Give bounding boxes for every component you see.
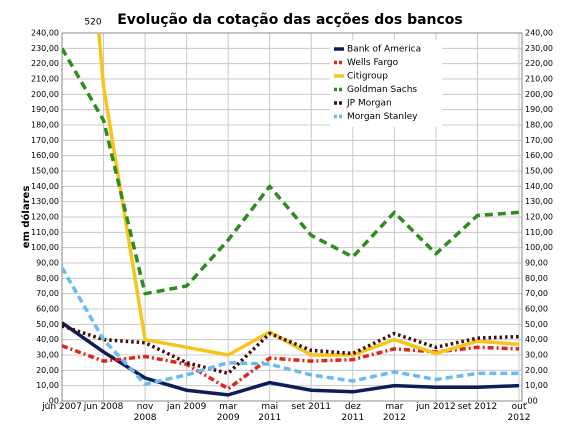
- x-tick-label: out 2012: [507, 402, 531, 423]
- y2-tick-label: 210,00: [525, 75, 553, 84]
- y-tick-label: 210,00: [31, 75, 59, 84]
- y-tick-label: 150,00: [31, 167, 59, 176]
- legend-box: [330, 40, 442, 127]
- y2-tick-label: 50,00: [525, 320, 548, 329]
- y2-tick-label: 80,00: [525, 274, 548, 283]
- x-tick-label: set 2012: [457, 402, 498, 412]
- y-tick-label: 230,00: [31, 44, 59, 53]
- y-tick-label: ,00: [46, 397, 59, 406]
- y2-tick-label: 190,00: [525, 105, 553, 114]
- x-tick-label: mar 2012: [382, 402, 406, 423]
- y-tick-label: 180,00: [31, 121, 59, 130]
- y-tick-label: 80,00: [36, 274, 59, 283]
- y2-tick-label: 10,00: [525, 381, 548, 390]
- legend-label: Wells Fargo: [347, 58, 399, 68]
- y-axis-label: em dólares: [20, 186, 32, 249]
- y2-tick-label: 160,00: [525, 151, 553, 160]
- data-label: 520: [84, 18, 101, 28]
- legend-label: JP Morgan: [346, 99, 392, 109]
- plot-lines: [62, 33, 520, 397]
- x-tick-label: set 2011: [291, 402, 332, 412]
- y2-tick-label: 220,00: [525, 59, 553, 68]
- y2-tick-label: 200,00: [525, 90, 553, 99]
- y-tick-label: 10,00: [36, 381, 59, 390]
- y2-tick-label: 230,00: [525, 44, 553, 53]
- y-tick-label: 100,00: [31, 243, 59, 252]
- y2-tick-label: 240,00: [525, 29, 553, 38]
- y-tick-label: 30,00: [36, 351, 59, 360]
- y-tick-label: 130,00: [31, 197, 59, 206]
- legend-label: Morgan Stanley: [347, 112, 418, 122]
- y2-tick-label: 140,00: [525, 182, 553, 191]
- y-tick-label: 240,00: [31, 29, 59, 38]
- y-tick-label: 170,00: [31, 136, 59, 145]
- y2-tick-label: 20,00: [525, 366, 548, 375]
- y2-tick-label: 90,00: [525, 259, 548, 268]
- x-tick-label: jun 2008: [83, 402, 124, 412]
- y-tick-label: 70,00: [36, 289, 59, 298]
- series-line: [97, 33, 520, 357]
- y-tick-label: 90,00: [36, 259, 59, 268]
- y2-tick-label: 150,00: [525, 167, 553, 176]
- y2-tick-label: 100,00: [525, 243, 553, 252]
- y2-tick-label: 60,00: [525, 305, 548, 314]
- y-tick-label: 110,00: [31, 228, 59, 237]
- x-tick-label: jun 2007: [42, 402, 82, 412]
- plot-border: [61, 32, 523, 402]
- y2-tick-label: 40,00: [525, 335, 548, 344]
- x-tick-label: nov 2008: [133, 402, 157, 423]
- series-line: [62, 266, 519, 386]
- series-line: [62, 321, 520, 397]
- y-tick-label: 160,00: [31, 151, 59, 160]
- x-tick-label: mar 2009: [216, 402, 240, 423]
- y-tick-label: 140,00: [31, 182, 59, 191]
- y2-tick-label: 130,00: [525, 197, 553, 206]
- series-line: [62, 324, 520, 376]
- x-tick-label: dez 2011: [341, 402, 365, 423]
- y-tick-label: 190,00: [31, 105, 59, 114]
- legend-label: Goldman Sachs: [347, 85, 417, 95]
- x-tick-label: jun 2012: [416, 402, 456, 412]
- y-tick-label: 220,00: [31, 59, 59, 68]
- y-tick-label: 120,00: [31, 213, 59, 222]
- y2-tick-label: ,00: [525, 397, 538, 406]
- y-tick-label: 20,00: [36, 366, 59, 375]
- y2-tick-label: 170,00: [525, 136, 553, 145]
- y-tick-label: 50,00: [36, 320, 59, 329]
- y2-tick-label: 30,00: [525, 351, 548, 360]
- x-tick-label: mai 2011: [258, 402, 282, 423]
- y2-tick-label: 120,00: [525, 213, 553, 222]
- y-tick-label: 60,00: [36, 305, 59, 314]
- legend-label: Citigroup: [347, 72, 388, 82]
- y2-tick-label: 180,00: [525, 121, 553, 130]
- x-tick-label: jan 2009: [166, 402, 207, 412]
- y-tick-label: 200,00: [31, 90, 59, 99]
- legend-label: Bank of America: [347, 45, 421, 55]
- y2-tick-label: 70,00: [525, 289, 548, 298]
- chart-title: Evolução da cotação das acções dos banco…: [117, 12, 463, 28]
- y-tick-label: 40,00: [36, 335, 59, 344]
- y2-tick-label: 110,00: [525, 228, 553, 237]
